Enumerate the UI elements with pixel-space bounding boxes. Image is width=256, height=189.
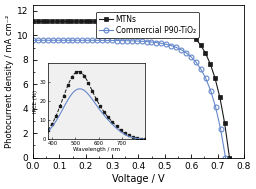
Commercial P90-TiO₂ bbox=[71, 39, 74, 41]
Commercial P90-TiO₂ bbox=[165, 43, 168, 45]
MTNs bbox=[223, 122, 226, 124]
MTNs bbox=[156, 22, 159, 24]
Commercial P90-TiO₂ bbox=[175, 46, 178, 49]
MTNs bbox=[94, 20, 97, 22]
MTNs bbox=[113, 20, 116, 23]
Commercial P90-TiO₂ bbox=[115, 39, 119, 42]
Commercial P90-TiO₂ bbox=[91, 39, 94, 41]
Commercial P90-TiO₂ bbox=[76, 39, 79, 41]
Commercial P90-TiO₂ bbox=[110, 39, 113, 42]
Commercial P90-TiO₂ bbox=[204, 77, 207, 80]
MTNs bbox=[41, 20, 44, 22]
Commercial P90-TiO₂ bbox=[214, 106, 217, 108]
MTNs bbox=[108, 20, 111, 22]
Line: Commercial P90-TiO₂: Commercial P90-TiO₂ bbox=[30, 38, 228, 160]
Commercial P90-TiO₂ bbox=[41, 39, 44, 41]
MTNs bbox=[36, 20, 39, 22]
Commercial P90-TiO₂ bbox=[224, 156, 227, 159]
Commercial P90-TiO₂ bbox=[120, 40, 123, 42]
MTNs bbox=[74, 20, 78, 22]
MTNs bbox=[199, 44, 202, 46]
MTNs bbox=[51, 20, 54, 22]
Line: MTNs: MTNs bbox=[31, 19, 232, 160]
Commercial P90-TiO₂ bbox=[150, 41, 153, 43]
MTNs bbox=[146, 21, 150, 23]
MTNs bbox=[204, 52, 207, 54]
Commercial P90-TiO₂ bbox=[160, 42, 163, 44]
Commercial P90-TiO₂ bbox=[56, 39, 59, 41]
MTNs bbox=[137, 21, 140, 23]
Commercial P90-TiO₂ bbox=[66, 39, 69, 41]
Commercial P90-TiO₂ bbox=[170, 44, 173, 47]
MTNs bbox=[151, 22, 154, 24]
Commercial P90-TiO₂ bbox=[125, 40, 128, 42]
MTNs bbox=[89, 20, 92, 22]
MTNs bbox=[123, 20, 126, 23]
MTNs bbox=[84, 20, 87, 22]
Commercial P90-TiO₂ bbox=[189, 56, 193, 58]
MTNs bbox=[65, 20, 68, 22]
Y-axis label: Photocurrent density / mA cm⁻²: Photocurrent density / mA cm⁻² bbox=[5, 15, 14, 148]
MTNs bbox=[214, 77, 217, 79]
MTNs bbox=[46, 20, 49, 22]
Commercial P90-TiO₂ bbox=[46, 39, 49, 41]
MTNs bbox=[132, 21, 135, 23]
MTNs bbox=[166, 23, 169, 26]
MTNs bbox=[170, 24, 174, 27]
MTNs bbox=[70, 20, 73, 22]
MTNs bbox=[60, 20, 63, 22]
Commercial P90-TiO₂ bbox=[96, 39, 99, 42]
Commercial P90-TiO₂ bbox=[179, 49, 183, 51]
Commercial P90-TiO₂ bbox=[135, 40, 138, 42]
Commercial P90-TiO₂ bbox=[185, 52, 188, 54]
Commercial P90-TiO₂ bbox=[130, 40, 133, 42]
MTNs bbox=[209, 63, 212, 65]
Commercial P90-TiO₂ bbox=[105, 39, 109, 42]
MTNs bbox=[103, 20, 106, 22]
MTNs bbox=[142, 21, 145, 23]
Commercial P90-TiO₂ bbox=[140, 40, 143, 42]
MTNs bbox=[55, 20, 58, 22]
Commercial P90-TiO₂ bbox=[86, 39, 89, 41]
Commercial P90-TiO₂ bbox=[51, 39, 54, 41]
MTNs bbox=[180, 28, 183, 30]
Commercial P90-TiO₂ bbox=[199, 68, 202, 70]
X-axis label: Voltage / V: Voltage / V bbox=[112, 174, 165, 184]
MTNs bbox=[185, 30, 188, 33]
Commercial P90-TiO₂ bbox=[101, 39, 104, 42]
Commercial P90-TiO₂ bbox=[36, 39, 39, 41]
MTNs bbox=[127, 21, 130, 23]
MTNs bbox=[161, 22, 164, 25]
MTNs bbox=[190, 33, 193, 36]
MTNs bbox=[118, 20, 121, 23]
MTNs bbox=[79, 20, 82, 22]
Commercial P90-TiO₂ bbox=[194, 61, 197, 63]
Commercial P90-TiO₂ bbox=[31, 39, 35, 41]
MTNs bbox=[194, 38, 197, 40]
MTNs bbox=[99, 20, 102, 22]
Legend: MTNs, Commercial P90-TiO₂: MTNs, Commercial P90-TiO₂ bbox=[96, 12, 199, 38]
MTNs bbox=[228, 156, 231, 159]
Commercial P90-TiO₂ bbox=[145, 40, 148, 43]
Commercial P90-TiO₂ bbox=[61, 39, 64, 41]
Commercial P90-TiO₂ bbox=[155, 41, 158, 44]
MTNs bbox=[31, 20, 35, 22]
MTNs bbox=[218, 96, 221, 99]
Commercial P90-TiO₂ bbox=[219, 128, 222, 130]
MTNs bbox=[175, 26, 178, 28]
Commercial P90-TiO₂ bbox=[209, 90, 212, 92]
Commercial P90-TiO₂ bbox=[81, 39, 84, 41]
